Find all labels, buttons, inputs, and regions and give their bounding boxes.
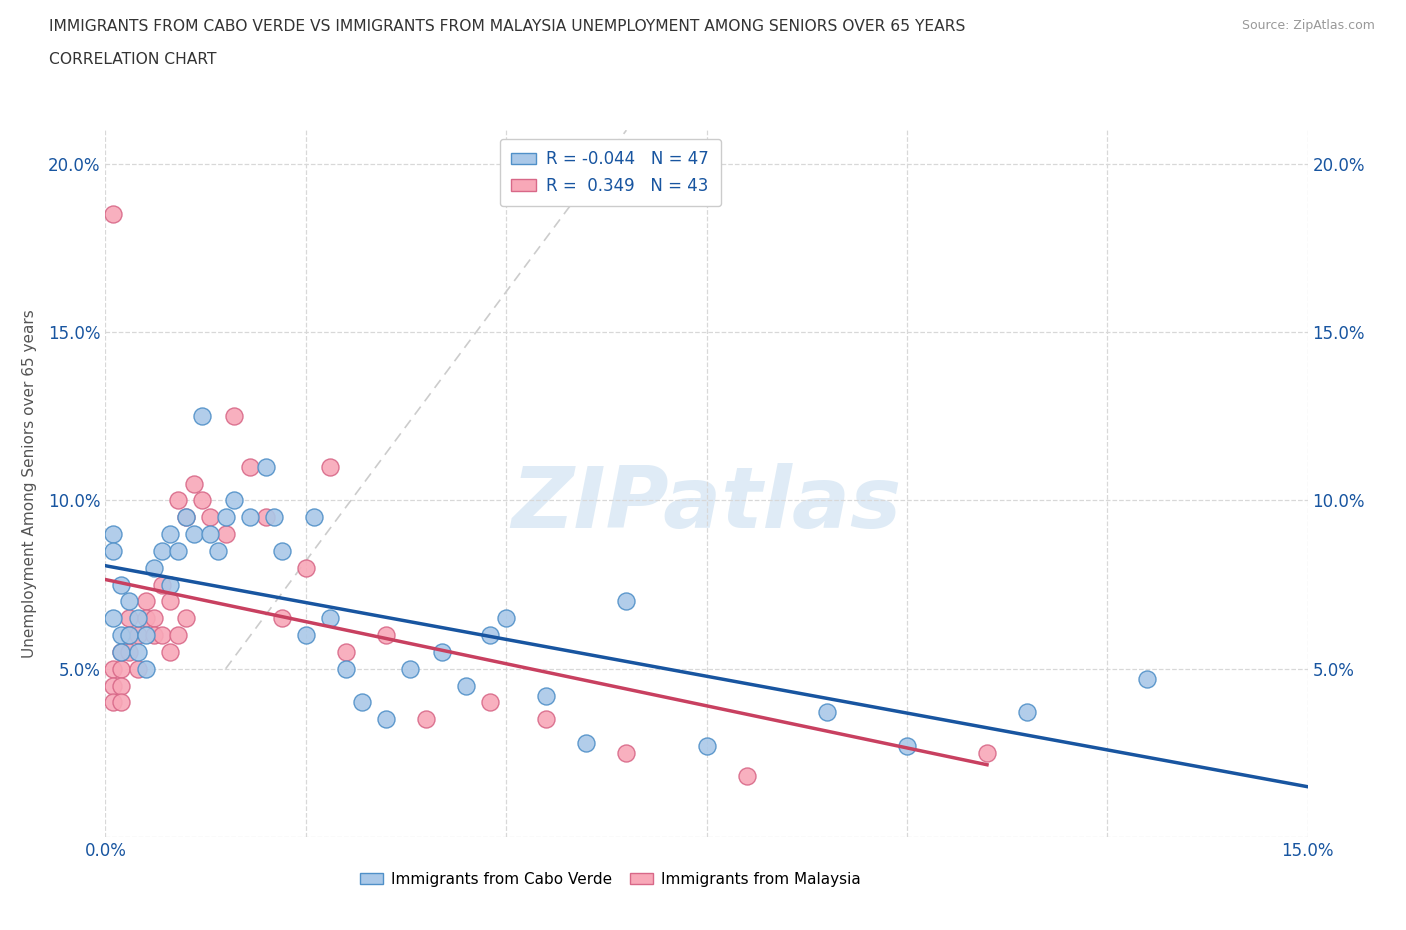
Point: [142, 628, 165, 643]
Point: [295, 560, 318, 575]
Point: [374, 628, 398, 643]
Point: [350, 695, 373, 710]
Point: [110, 678, 132, 693]
Point: [183, 476, 205, 491]
Point: [135, 628, 157, 643]
Point: [735, 769, 758, 784]
Point: [295, 628, 318, 643]
Point: [495, 611, 517, 626]
Point: [254, 459, 277, 474]
Point: [263, 510, 285, 525]
Point: [239, 459, 262, 474]
Point: [374, 711, 398, 726]
Point: [110, 628, 132, 643]
Point: [118, 628, 141, 643]
Point: [896, 738, 918, 753]
Point: [103, 611, 125, 626]
Point: [696, 738, 718, 753]
Point: [135, 611, 157, 626]
Point: [415, 711, 437, 726]
Point: [815, 705, 838, 720]
Point: [174, 611, 197, 626]
Point: [198, 510, 221, 525]
Point: [1017, 705, 1039, 720]
Point: [270, 611, 292, 626]
Point: [166, 543, 188, 558]
Point: [575, 736, 598, 751]
Point: [302, 510, 325, 525]
Point: [118, 594, 141, 609]
Point: [159, 594, 181, 609]
Point: [616, 746, 638, 761]
Point: [198, 526, 221, 541]
Text: IMMIGRANTS FROM CABO VERDE VS IMMIGRANTS FROM MALAYSIA UNEMPLOYMENT AMONG SENIOR: IMMIGRANTS FROM CABO VERDE VS IMMIGRANTS…: [49, 19, 966, 33]
Point: [319, 611, 342, 626]
Point: [150, 578, 173, 592]
Point: [103, 661, 125, 676]
Point: [174, 510, 197, 525]
Point: [142, 560, 165, 575]
Point: [118, 611, 141, 626]
Point: [335, 661, 357, 676]
Point: [335, 644, 357, 659]
Point: [166, 493, 188, 508]
Text: Source: ZipAtlas.com: Source: ZipAtlas.com: [1241, 19, 1375, 32]
Point: [159, 578, 181, 592]
Point: [127, 611, 149, 626]
Point: [190, 493, 212, 508]
Point: [190, 409, 212, 424]
Point: [150, 628, 173, 643]
Legend: Immigrants from Cabo Verde, Immigrants from Malaysia: Immigrants from Cabo Verde, Immigrants f…: [354, 866, 866, 893]
Point: [399, 661, 422, 676]
Point: [142, 611, 165, 626]
Point: [166, 628, 188, 643]
Point: [127, 644, 149, 659]
Point: [159, 644, 181, 659]
Point: [319, 459, 342, 474]
Point: [110, 644, 132, 659]
Point: [534, 711, 557, 726]
Point: [1136, 671, 1159, 686]
Point: [110, 644, 132, 659]
Point: [254, 510, 277, 525]
Point: [103, 526, 125, 541]
Point: [454, 678, 477, 693]
Point: [976, 746, 998, 761]
Point: [270, 543, 292, 558]
Point: [479, 628, 502, 643]
Point: [222, 493, 245, 508]
Point: [135, 594, 157, 609]
Point: [127, 661, 149, 676]
Text: ZIPatlas: ZIPatlas: [512, 463, 901, 546]
Point: [174, 510, 197, 525]
Point: [159, 526, 181, 541]
Point: [222, 409, 245, 424]
Point: [103, 678, 125, 693]
Point: [479, 695, 502, 710]
Point: [534, 688, 557, 703]
Point: [110, 661, 132, 676]
Point: [214, 510, 236, 525]
Point: [183, 526, 205, 541]
Point: [103, 206, 125, 221]
Text: CORRELATION CHART: CORRELATION CHART: [49, 52, 217, 67]
Point: [127, 628, 149, 643]
Y-axis label: Unemployment Among Seniors over 65 years: Unemployment Among Seniors over 65 years: [22, 310, 37, 658]
Point: [214, 526, 236, 541]
Point: [150, 543, 173, 558]
Point: [110, 695, 132, 710]
Point: [239, 510, 262, 525]
Point: [103, 543, 125, 558]
Point: [118, 644, 141, 659]
Point: [118, 628, 141, 643]
Point: [207, 543, 229, 558]
Point: [103, 695, 125, 710]
Point: [616, 594, 638, 609]
Point: [110, 578, 132, 592]
Point: [430, 644, 453, 659]
Point: [135, 661, 157, 676]
